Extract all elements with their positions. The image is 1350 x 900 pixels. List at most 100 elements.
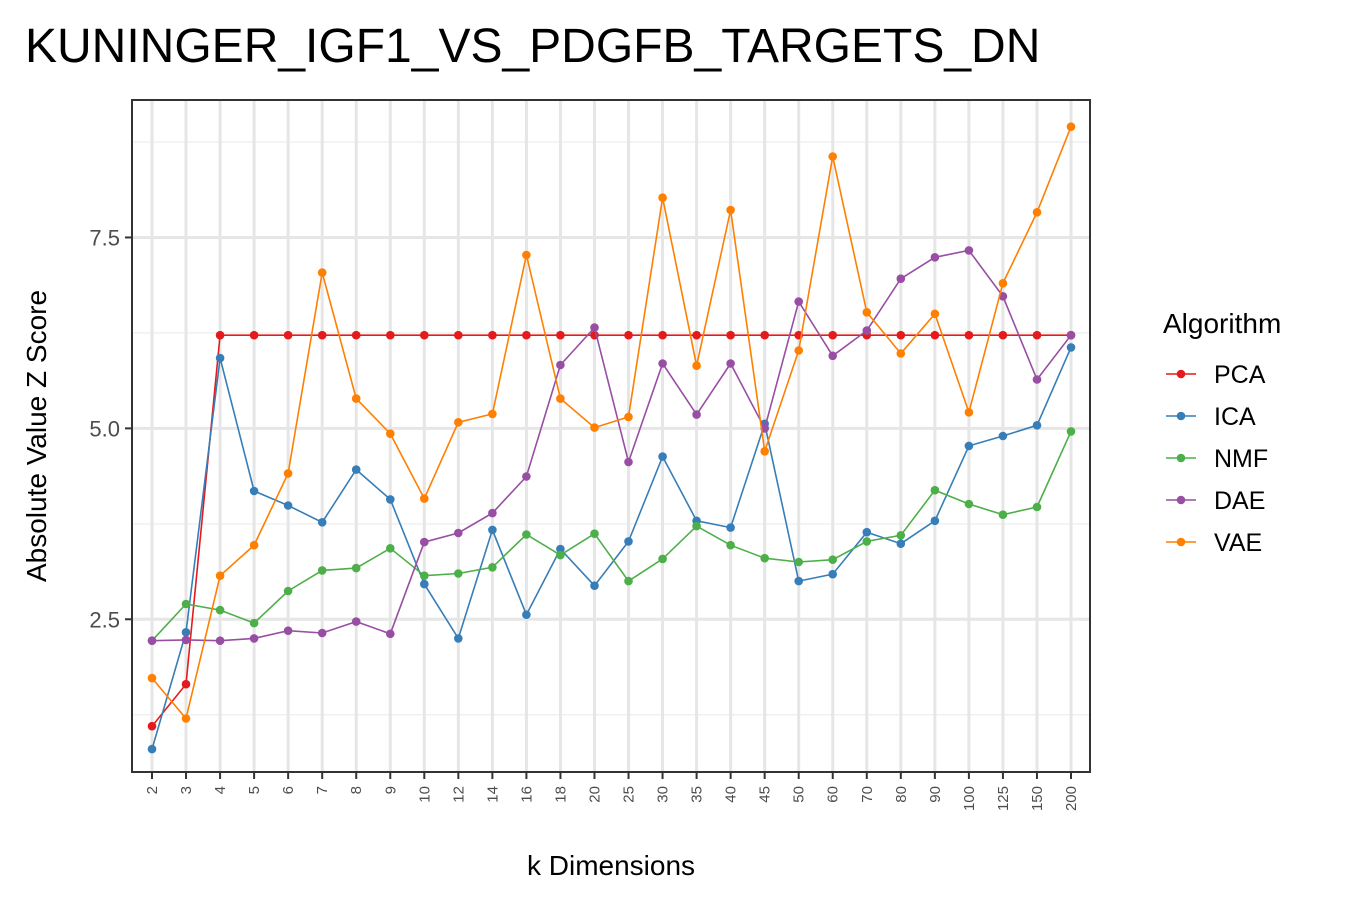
data-point: [896, 349, 906, 358]
data-point: [964, 499, 974, 509]
data-point: [930, 485, 940, 495]
data-point: [522, 472, 531, 481]
data-point: [692, 330, 701, 340]
data-point: [215, 571, 225, 580]
x-tick-label: 35: [689, 786, 706, 803]
data-point: [215, 353, 225, 363]
data-point: [386, 629, 395, 639]
data-point: [658, 193, 667, 202]
data-point: [794, 557, 803, 567]
x-tick-label: 50: [791, 786, 808, 803]
data-point: [998, 330, 1008, 340]
data-point: [488, 525, 497, 535]
x-tick-label: 16: [518, 786, 535, 803]
data-point: [249, 540, 259, 550]
data-point: [522, 330, 531, 340]
data-point: [1032, 421, 1042, 430]
data-point: [556, 330, 565, 340]
data-point: [181, 679, 191, 689]
data-point: [351, 617, 361, 626]
grid: [132, 100, 1090, 772]
data-point: [590, 529, 599, 538]
data-point: [249, 634, 259, 643]
data-point: [283, 586, 293, 596]
data-point: [522, 530, 531, 539]
data-point: [930, 309, 940, 319]
data-point: [590, 581, 599, 590]
data-point: [283, 626, 293, 635]
x-tick-label: 60: [825, 786, 842, 803]
data-point: [930, 516, 940, 526]
data-point: [998, 279, 1008, 288]
legend-item-ica: ICA: [1166, 403, 1256, 431]
data-point: [726, 523, 735, 532]
x-tick-label: 45: [757, 786, 774, 803]
data-point: [794, 297, 803, 306]
legend-key-point: [1176, 453, 1186, 463]
data-point: [420, 330, 429, 340]
x-tick-label: 7: [314, 786, 331, 794]
data-point: [1032, 208, 1042, 217]
data-point: [317, 566, 327, 575]
data-point: [1032, 375, 1042, 384]
data-point: [181, 599, 191, 609]
data-point: [488, 409, 497, 419]
data-point: [215, 330, 225, 340]
data-point: [828, 152, 837, 161]
y-tick-label: 2.5: [89, 607, 120, 632]
data-point: [488, 563, 497, 572]
series-line-dae: [151, 249, 1072, 642]
data-point: [998, 431, 1008, 441]
data-point: [1066, 427, 1076, 436]
chart-title: KUNINGER_IGF1_VS_PDGFB_TARGETS_DN: [25, 20, 1040, 73]
x-tick-label: 200: [1063, 786, 1080, 811]
data-point: [896, 531, 906, 540]
data-point: [726, 540, 735, 550]
series-pca: [147, 330, 1076, 731]
data-point: [351, 394, 361, 403]
y-axis-title: Absolute Value Z Score: [21, 290, 52, 582]
data-point: [147, 721, 157, 731]
y-tick-label: 7.5: [89, 225, 120, 250]
series-dae: [147, 246, 1076, 645]
series-nmf: [147, 427, 1076, 645]
x-tick-label: 40: [723, 786, 740, 803]
data-point: [147, 744, 157, 754]
series-line-vae: [151, 126, 1072, 721]
x-tick-label: 4: [212, 786, 229, 794]
data-point: [828, 569, 837, 579]
data-point: [624, 457, 633, 467]
legend: Algorithm PCA ICA NMF DAE VAE: [1163, 308, 1281, 557]
legend-key-point: [1176, 369, 1186, 379]
data-point: [896, 274, 906, 284]
data-point: [590, 323, 599, 332]
data-point: [1032, 330, 1042, 340]
data-point: [998, 510, 1008, 519]
series-line-ica: [151, 347, 1072, 750]
data-point: [283, 501, 293, 510]
x-tick-label: 3: [178, 786, 195, 794]
data-point: [828, 351, 837, 361]
data-point: [351, 563, 361, 573]
data-point: [692, 521, 701, 531]
data-point: [964, 408, 974, 417]
x-tick-label: 30: [655, 786, 672, 803]
x-tick-label: 25: [621, 786, 638, 803]
data-point: [624, 576, 633, 586]
legend-item-pca: PCA: [1166, 361, 1266, 389]
data-point: [658, 452, 667, 461]
x-tick-label: 150: [1029, 786, 1046, 811]
data-point: [556, 550, 565, 560]
data-point: [147, 673, 157, 683]
legend-label: NMF: [1214, 445, 1268, 473]
data-point: [420, 571, 429, 580]
data-point: [658, 554, 667, 564]
legend-key-point: [1176, 537, 1186, 547]
legend-label: DAE: [1214, 487, 1265, 515]
data-point: [760, 330, 769, 340]
legend-key-point: [1176, 495, 1186, 505]
data-point: [828, 330, 837, 340]
x-tick-label: 20: [587, 786, 604, 803]
data-point: [351, 465, 361, 474]
